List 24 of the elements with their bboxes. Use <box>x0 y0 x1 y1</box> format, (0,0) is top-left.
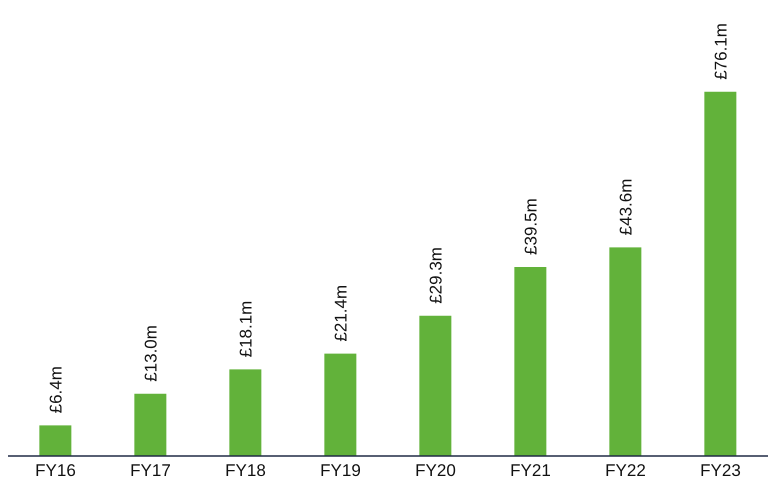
bar <box>609 247 642 456</box>
x-tick-label: FY20 <box>415 461 456 480</box>
x-tick-label: FY19 <box>320 461 361 480</box>
x-tick-label: FY23 <box>700 461 741 480</box>
x-tick-label: FY18 <box>225 461 266 480</box>
x-tick-label: FY21 <box>510 461 551 480</box>
bar <box>324 354 356 456</box>
bar <box>39 425 72 456</box>
data-label: £76.1m <box>711 23 730 80</box>
bar <box>514 266 546 456</box>
bar <box>419 316 452 456</box>
data-label: £39.5m <box>521 198 540 255</box>
data-label: £13.0m <box>141 325 160 382</box>
bar <box>134 394 166 456</box>
data-label: £21.4m <box>331 284 350 342</box>
x-tick-label: FY17 <box>130 461 171 480</box>
x-tick-label: FY16 <box>35 461 76 480</box>
data-label: £29.3m <box>426 247 446 304</box>
data-label: £43.6m <box>616 178 636 236</box>
x-tick-label: FY22 <box>605 461 646 480</box>
data-label: £18.1m <box>236 300 256 358</box>
bar <box>704 92 736 456</box>
bar <box>229 369 262 456</box>
data-label: £6.4m <box>46 366 66 414</box>
